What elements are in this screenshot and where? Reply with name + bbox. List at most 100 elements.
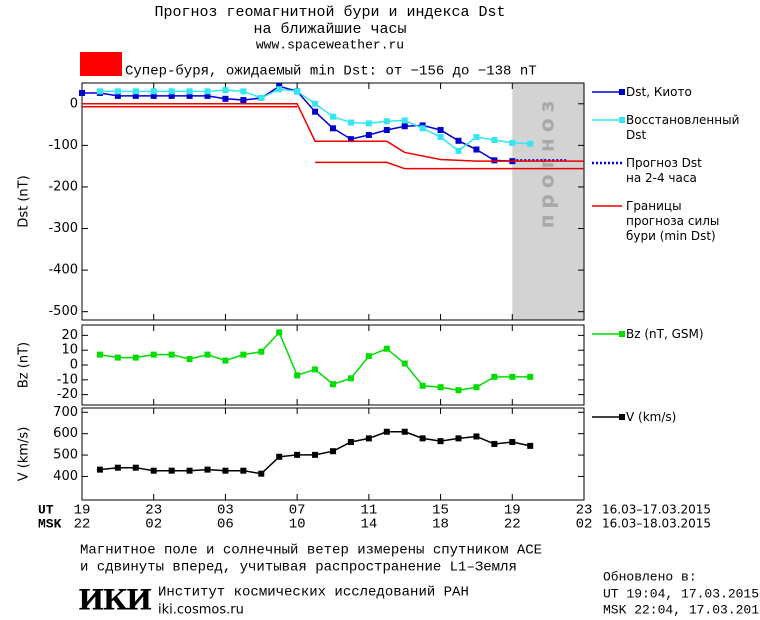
subtitle: на ближайшие часы [253,21,406,38]
msk-tick-label: 18 [432,517,449,533]
data-point [437,126,444,133]
msk-tick-label: 02 [576,517,593,533]
data-point [150,92,157,99]
y-tick-label: 400 [53,469,78,484]
data-point [383,345,390,352]
msk-tick-label: 14 [360,517,377,533]
x-tick-label: 11 [360,503,377,519]
legend-label: V (km/s) [626,410,677,424]
y-tick-label: 20 [61,328,78,343]
data-point [276,329,283,336]
data-point [330,113,336,120]
data-point [240,88,247,95]
site: iki.cosmos.ru [158,603,244,618]
data-point [455,147,462,154]
data-point [114,464,121,471]
y-tick-label: -200 [48,179,78,194]
y-tick-label: 10 [61,343,78,358]
data-point [347,375,354,382]
data-point [365,353,372,360]
logo: ИКИ [78,584,152,617]
msk-label: MSK [38,516,62,531]
ut-range: 16.03–17.03.2015 [602,503,711,517]
plot-frame [81,82,585,321]
data-point [491,157,498,164]
data-point [401,117,408,124]
x-tick-label: 03 [217,503,234,519]
data-point [365,120,372,127]
note: Магнитное поле и солнечный ветер измерен… [80,542,542,559]
data-point [132,464,139,471]
data-point [383,126,390,133]
x-tick-label: 15 [432,503,449,519]
data-point [222,95,229,102]
alert-text: Супер-буря, ожидаемый min Dst: от −156 д… [125,63,537,80]
data-point [258,348,265,355]
x-tick-label: 23 [576,503,593,519]
data-point [204,466,211,473]
data-point [347,439,354,446]
data-point [437,438,444,445]
data-point [294,88,301,95]
data-point [455,387,462,394]
data-point [114,88,121,95]
y-tick-label: 500 [53,448,78,463]
data-point [150,88,157,95]
y-tick-label: 600 [53,426,78,441]
data-point [258,94,265,101]
y-tick-label: -20 [57,387,78,402]
y-axis-label: V (km/s) [17,427,32,482]
data-point [455,137,462,144]
note: и сдвинуты вперед, учитывая распростране… [80,560,517,576]
legend-marker [619,117,625,123]
data-point [96,88,103,95]
series-line [82,85,513,162]
legend-label: Прогноз Dst на 2-4 часа [626,156,702,185]
x-tick-label: 07 [289,503,306,519]
data-point [186,467,193,474]
updated-label: Обновлено в: [603,569,697,584]
x-tick-label: 19 [74,503,91,519]
data-point [330,448,336,455]
x-tick-label: 23 [145,503,162,519]
legend-marker [619,89,625,95]
y-tick-label: -500 [48,304,78,319]
data-point [491,440,498,447]
data-point [96,351,103,358]
y-tick-label: -400 [48,263,78,278]
plot-frame [81,407,585,501]
data-point [222,467,229,474]
data-point [330,381,336,388]
data-point [473,433,480,440]
legend-label: Восстановленный Dst [626,113,740,142]
data-point [419,435,426,442]
data-point [365,435,372,442]
data-point [258,470,265,477]
msk-tick-label: 22 [504,517,521,533]
data-point [132,88,139,95]
data-point [312,108,319,115]
data-point [383,118,390,125]
data-point [527,140,534,147]
data-point [222,357,229,364]
data-point [312,366,319,373]
data-point [114,354,121,361]
data-point [383,428,390,435]
data-point [276,453,283,460]
data-point [347,119,354,126]
data-point [150,467,157,474]
data-point [347,136,354,143]
url: www.spaceweather.ru [256,37,404,52]
data-point [491,373,498,380]
msk-tick-label: 06 [217,517,234,533]
data-point [276,86,283,93]
data-point [509,139,516,146]
data-point [419,125,426,132]
updated-msk: MSK 22:04, 17.03.2015 [603,602,760,617]
data-point [204,88,211,95]
msk-range: 16.03–18.03.2015 [602,517,711,531]
data-point [312,451,319,458]
data-point [330,125,336,132]
data-point [204,92,211,99]
